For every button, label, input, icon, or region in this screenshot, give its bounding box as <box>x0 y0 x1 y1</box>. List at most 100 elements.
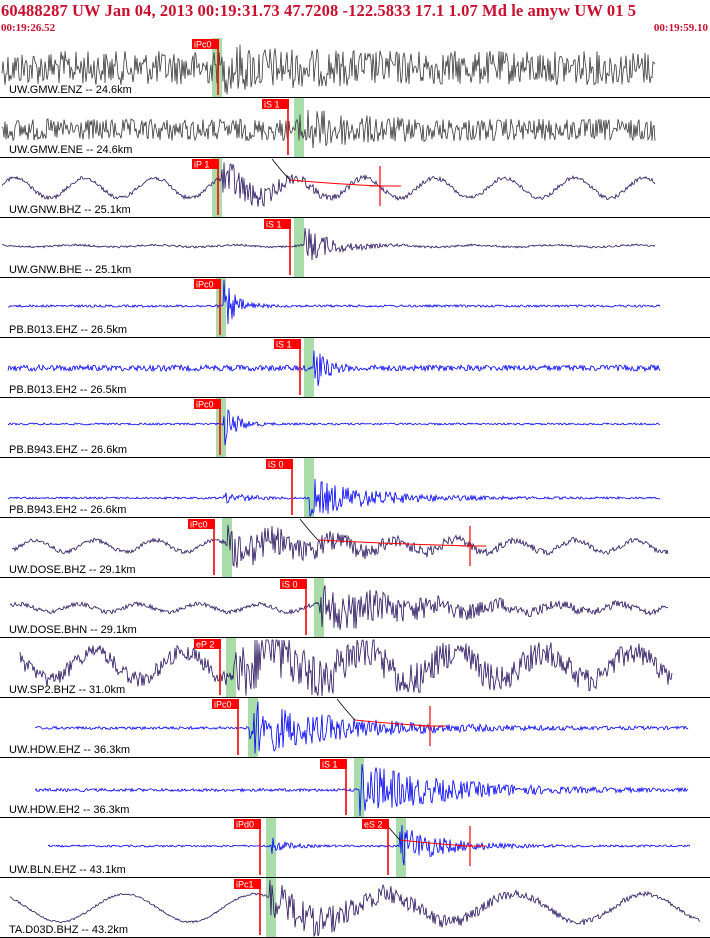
pick-box <box>262 99 289 109</box>
trace-row: PB.B943.EH2 -- 26.6km iS 0 <box>0 459 710 518</box>
pick-label: iPc0 <box>196 280 214 290</box>
waveform <box>34 701 689 754</box>
phase-pick: iPd0 <box>234 819 261 875</box>
phase-pick: eS 2 <box>362 819 389 875</box>
waveform <box>9 879 701 938</box>
coda-fit-black <box>299 518 319 541</box>
waveform <box>7 279 661 325</box>
station-label: TA.D03D.BHZ -- 43.2km <box>9 924 128 936</box>
station-label: UW.HDW.EHZ -- 36.3km <box>9 744 130 756</box>
pick-band <box>216 398 226 458</box>
station-label: UW.SP2.BHZ -- 31.0km <box>9 684 125 696</box>
trace-row: UW.HDW.EH2 -- 36.3km iS 1 <box>0 759 710 818</box>
pick-box <box>194 399 221 409</box>
pick-box <box>212 699 239 709</box>
station-label: UW.GNW.BHZ -- 25.1km <box>9 204 131 216</box>
station-label: UW.GMW.ENZ -- 24.6km <box>9 84 132 96</box>
waveform <box>7 478 661 517</box>
waveform <box>1 109 656 149</box>
pick-box <box>274 339 301 349</box>
pick-band <box>212 38 222 98</box>
pick-band <box>294 98 304 158</box>
trace-row: UW.GMW.ENZ -- 24.6km iPc0 <box>0 39 710 98</box>
pick-label: iPc0 <box>214 700 232 710</box>
event-header: 60488287 UW Jan 04, 2013 00:19:31.73 47.… <box>0 0 710 38</box>
phase-pick: iPc0 <box>188 519 215 575</box>
station-label: UW.DOSE.BHN -- 29.1km <box>9 624 137 636</box>
pick-box <box>320 759 347 769</box>
phase-pick: iPc0 <box>194 399 221 455</box>
coda-fit-black <box>336 698 356 721</box>
pick-label: iS 1 <box>276 340 292 350</box>
station-label: UW.BLN.EHZ -- 43.1km <box>9 864 126 876</box>
trace-row: UW.SP2.BHZ -- 31.0km eP 2 <box>0 639 710 698</box>
pick-label: iP 1 <box>194 160 209 170</box>
phase-pick: iS 1 <box>320 759 347 815</box>
pick-label: iS 1 <box>264 100 280 110</box>
phase-pick: iPc1 <box>234 879 261 935</box>
phase-pick: iS 0 <box>280 579 307 635</box>
end-time: 00:19:59.10 <box>653 22 708 34</box>
waveform <box>8 409 661 446</box>
station-label: PB.B013.EH2 -- 26.5km <box>9 384 126 396</box>
trace-row: UW.GNW.BHZ -- 25.1km iP 1 <box>0 158 710 218</box>
waveform <box>7 350 661 387</box>
pick-band <box>216 278 226 338</box>
waveform <box>9 585 669 630</box>
waveform <box>11 524 669 568</box>
trace-row: PB.B013.EH2 -- 26.5km iS 1 <box>0 339 710 398</box>
waveform <box>47 824 691 866</box>
phase-pick: iPc0 <box>192 39 219 95</box>
phase-pick: iP 1 <box>192 159 219 215</box>
phase-pick: iPc0 <box>212 699 239 755</box>
waveform <box>34 764 689 817</box>
phase-pick: iS 1 <box>264 219 291 275</box>
trace-row: UW.GNW.BHE -- 25.1km iS 1 <box>0 219 710 278</box>
trace-row: UW.BLN.EHZ -- 43.1km iPd0 eS 2 <box>0 818 710 878</box>
pick-label: iS 0 <box>282 580 298 590</box>
pick-band <box>354 758 364 818</box>
pick-box <box>192 39 219 49</box>
trace-row: PB.B943.EHZ -- 26.6km iPc0 <box>0 399 710 458</box>
station-label: UW.GMW.ENE -- 24.6km <box>9 144 132 156</box>
pick-box <box>188 519 215 529</box>
pick-label: eS 2 <box>364 820 383 830</box>
waveform <box>1 44 656 95</box>
pick-label: iPc1 <box>236 880 254 890</box>
pick-band <box>226 638 236 698</box>
trace-row: UW.DOSE.BHN -- 29.1km iS 0 <box>0 579 710 638</box>
coda-fit <box>317 539 471 547</box>
phase-pick: iS 1 <box>274 339 301 395</box>
trace-row: TA.D03D.BHZ -- 43.2km iPc1 <box>0 879 710 938</box>
pick-box <box>192 159 219 169</box>
seismogram-panel: UW.GMW.ENZ -- 24.6km iPc0 UW.GMW.ENE -- 24… <box>0 38 710 938</box>
station-label: UW.GNW.BHE -- 25.1km <box>9 264 131 276</box>
trace-row: UW.HDW.EHZ -- 36.3km iPc0 <box>0 698 710 758</box>
pick-box <box>266 459 293 469</box>
station-label: UW.HDW.EH2 -- 36.3km <box>9 804 129 816</box>
event-title: 60488287 UW Jan 04, 2013 00:19:31.73 47.… <box>1 1 637 20</box>
pick-label: iPc0 <box>196 400 214 410</box>
pick-label: iPd0 <box>236 820 254 830</box>
pick-label: iS 0 <box>268 460 284 470</box>
waveform <box>19 639 673 697</box>
pick-box <box>194 639 221 649</box>
waveform <box>1 162 656 207</box>
trace-row: PB.B013.EHZ -- 26.5km iPc0 <box>0 279 710 338</box>
pick-box <box>234 879 261 889</box>
pick-band <box>222 518 232 578</box>
phase-pick: iPc0 <box>194 279 221 335</box>
coda-fit <box>289 179 381 187</box>
phase-pick: iS 1 <box>262 99 289 155</box>
pick-box <box>280 579 307 589</box>
pick-label: iPc0 <box>190 520 208 530</box>
coda-fit-black <box>271 158 291 181</box>
pick-label: iPc0 <box>194 40 212 50</box>
pick-band <box>304 458 314 518</box>
phase-pick: eP 2 <box>194 639 221 695</box>
waveform <box>1 227 656 261</box>
pick-band <box>294 218 304 278</box>
pick-label: iS 1 <box>266 220 282 230</box>
station-label: UW.DOSE.BHZ -- 29.1km <box>9 564 136 576</box>
trace-row: UW.DOSE.BHZ -- 29.1km iPc0 <box>0 518 710 578</box>
